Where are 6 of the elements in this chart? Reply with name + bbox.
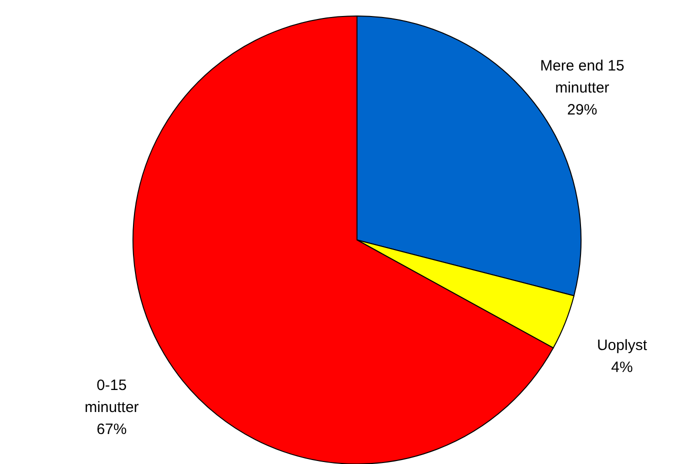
data-label: 67% bbox=[96, 421, 127, 438]
data-label: 4% bbox=[611, 358, 633, 376]
slice-label: Mere end 15 minutter bbox=[540, 57, 624, 96]
data-label: 29% bbox=[567, 101, 598, 118]
slice-label: Uoplyst bbox=[596, 336, 648, 354]
slice-label: 0-15 minutter bbox=[84, 377, 139, 416]
